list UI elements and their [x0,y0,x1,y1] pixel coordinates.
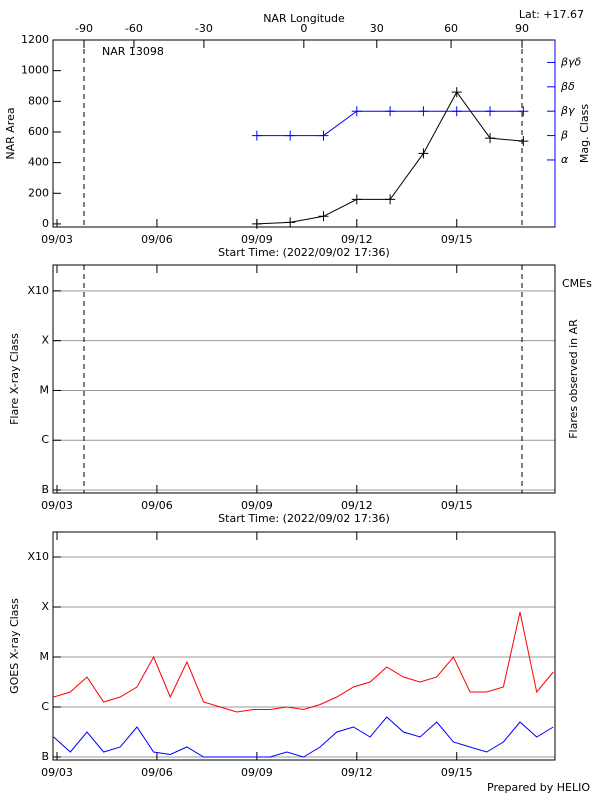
series-line [53,716,554,758]
y2-axis-title: Flares observed in AR [567,319,580,439]
x-tick-label: 09/03 [41,499,73,512]
chart-title: NAR 13098 [102,45,164,58]
point-marker [518,136,529,147]
x-tick-label: 09/15 [441,233,473,246]
y-tick-label: 0 [42,217,49,230]
y-tick-label: M [40,383,50,396]
point-marker [451,87,462,98]
y-tick-label: X [41,600,49,613]
y-tick-label: C [41,700,49,713]
y-tick-label: M [40,650,50,663]
x2-tick-label: 0 [300,22,307,35]
x2-tick-label: 30 [370,22,384,35]
point-marker [351,194,362,205]
x-tick-label: 09/15 [441,499,473,512]
x-tick-label: 09/12 [341,499,373,512]
plot-frame [52,39,556,228]
y-tick-label: 1000 [21,64,49,77]
point-marker [485,133,496,144]
point-marker [318,211,329,222]
point-marker [518,106,529,117]
y-axis-title: GOES X-ray Class [8,598,21,694]
x-tick-label: 09/03 [41,766,73,779]
x-tick-label: 09/09 [241,766,273,779]
point-marker [451,106,462,117]
point-marker [385,106,396,117]
point-marker [285,217,296,228]
series-line [53,611,554,713]
point-marker [418,148,429,159]
y2-tick-label: β [560,129,568,142]
x2-tick-label: -30 [195,22,213,35]
y-tick-label: X10 [27,550,49,563]
x2-axis-title: NAR Longitude [263,12,345,25]
x-tick-label: 09/06 [141,233,173,246]
y-tick-label: 1200 [21,33,49,46]
y-tick-label: X10 [27,284,49,297]
x-tick-label: 09/06 [141,766,173,779]
point-marker [285,130,296,141]
y-tick-label: B [41,750,49,763]
y-axis-title: NAR Area [4,107,17,159]
y2-tick-label: βγ [560,104,575,117]
y-tick-label: C [41,433,49,446]
point-marker [418,106,429,117]
x2-tick-label: 90 [515,22,529,35]
point-marker [385,194,396,205]
y-axis-title: Flare X-ray Class [8,333,21,425]
y-tick-label: 800 [28,94,49,107]
y-tick-label: 400 [28,156,49,169]
x-axis-title: Start Time: (2022/09/02 17:36) [218,512,390,525]
x2-tick-label: 60 [444,22,458,35]
y-tick-label: 600 [28,125,49,138]
x-tick-label: 09/09 [241,499,273,512]
y2-tick-label: α [561,153,569,166]
plot-frame [52,264,556,494]
x2-tick-label: -60 [125,22,143,35]
y-tick-label: B [41,483,49,496]
cme-label: CMEs [562,277,592,290]
x-tick-label: 09/03 [41,233,73,246]
point-marker [351,106,362,117]
x2-tick-label: -90 [75,22,93,35]
x-tick-label: 09/15 [441,766,473,779]
credit: Prepared by HELIO [487,781,590,794]
point-marker [318,130,329,141]
x-tick-label: 09/12 [341,233,373,246]
x-tick-label: 09/06 [141,499,173,512]
x-axis-title: Start Time: (2022/09/02 17:36) [218,246,390,259]
plot-frame [52,531,556,761]
y2-tick-label: βδ [560,80,575,93]
x-tick-label: 09/12 [341,766,373,779]
point-marker [485,106,496,117]
y-tick-label: X [41,334,49,347]
x-tick-label: 09/09 [241,233,273,246]
point-marker [251,130,262,141]
y2-axis-title: Mag. Class [578,104,591,163]
latitude: Lat: +17.67 [519,8,584,21]
y-tick-label: 200 [28,186,49,199]
y2-tick-label: βγδ [560,55,582,68]
